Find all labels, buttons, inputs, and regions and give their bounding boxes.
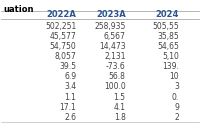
Text: 8,057: 8,057 bbox=[55, 52, 76, 61]
Text: 6.9: 6.9 bbox=[64, 72, 76, 81]
Text: 2024: 2024 bbox=[156, 10, 179, 19]
Text: 3.4: 3.4 bbox=[64, 82, 76, 91]
Text: 14,473: 14,473 bbox=[99, 42, 126, 51]
Text: 502,251: 502,251 bbox=[45, 22, 76, 30]
Text: 10: 10 bbox=[169, 72, 179, 81]
Text: 505,55: 505,55 bbox=[152, 22, 179, 30]
Text: 2023A: 2023A bbox=[96, 10, 126, 19]
Text: 3: 3 bbox=[174, 82, 179, 91]
Text: 2,131: 2,131 bbox=[104, 52, 126, 61]
Text: 9: 9 bbox=[174, 103, 179, 112]
Text: 56.8: 56.8 bbox=[109, 72, 126, 81]
Text: 2022A: 2022A bbox=[46, 10, 76, 19]
Text: 35,85: 35,85 bbox=[157, 32, 179, 41]
Text: 0.: 0. bbox=[172, 92, 179, 102]
Text: 4.1: 4.1 bbox=[114, 103, 126, 112]
Text: 258,935: 258,935 bbox=[94, 22, 126, 30]
Text: 39.5: 39.5 bbox=[59, 62, 76, 71]
Text: 2.6: 2.6 bbox=[64, 113, 76, 122]
Text: 1.8: 1.8 bbox=[114, 113, 126, 122]
Text: 54,65: 54,65 bbox=[157, 42, 179, 51]
Text: 45,577: 45,577 bbox=[50, 32, 76, 41]
Text: 1.5: 1.5 bbox=[114, 92, 126, 102]
Text: 1.1: 1.1 bbox=[64, 92, 76, 102]
Text: 6,567: 6,567 bbox=[104, 32, 126, 41]
Text: -73.6: -73.6 bbox=[106, 62, 126, 71]
Text: 5,10: 5,10 bbox=[162, 52, 179, 61]
Text: 100.0: 100.0 bbox=[104, 82, 126, 91]
Text: 17.1: 17.1 bbox=[60, 103, 76, 112]
Text: 139.: 139. bbox=[162, 62, 179, 71]
Text: 2: 2 bbox=[174, 113, 179, 122]
Text: 54,750: 54,750 bbox=[50, 42, 76, 51]
Text: uation: uation bbox=[3, 5, 34, 14]
